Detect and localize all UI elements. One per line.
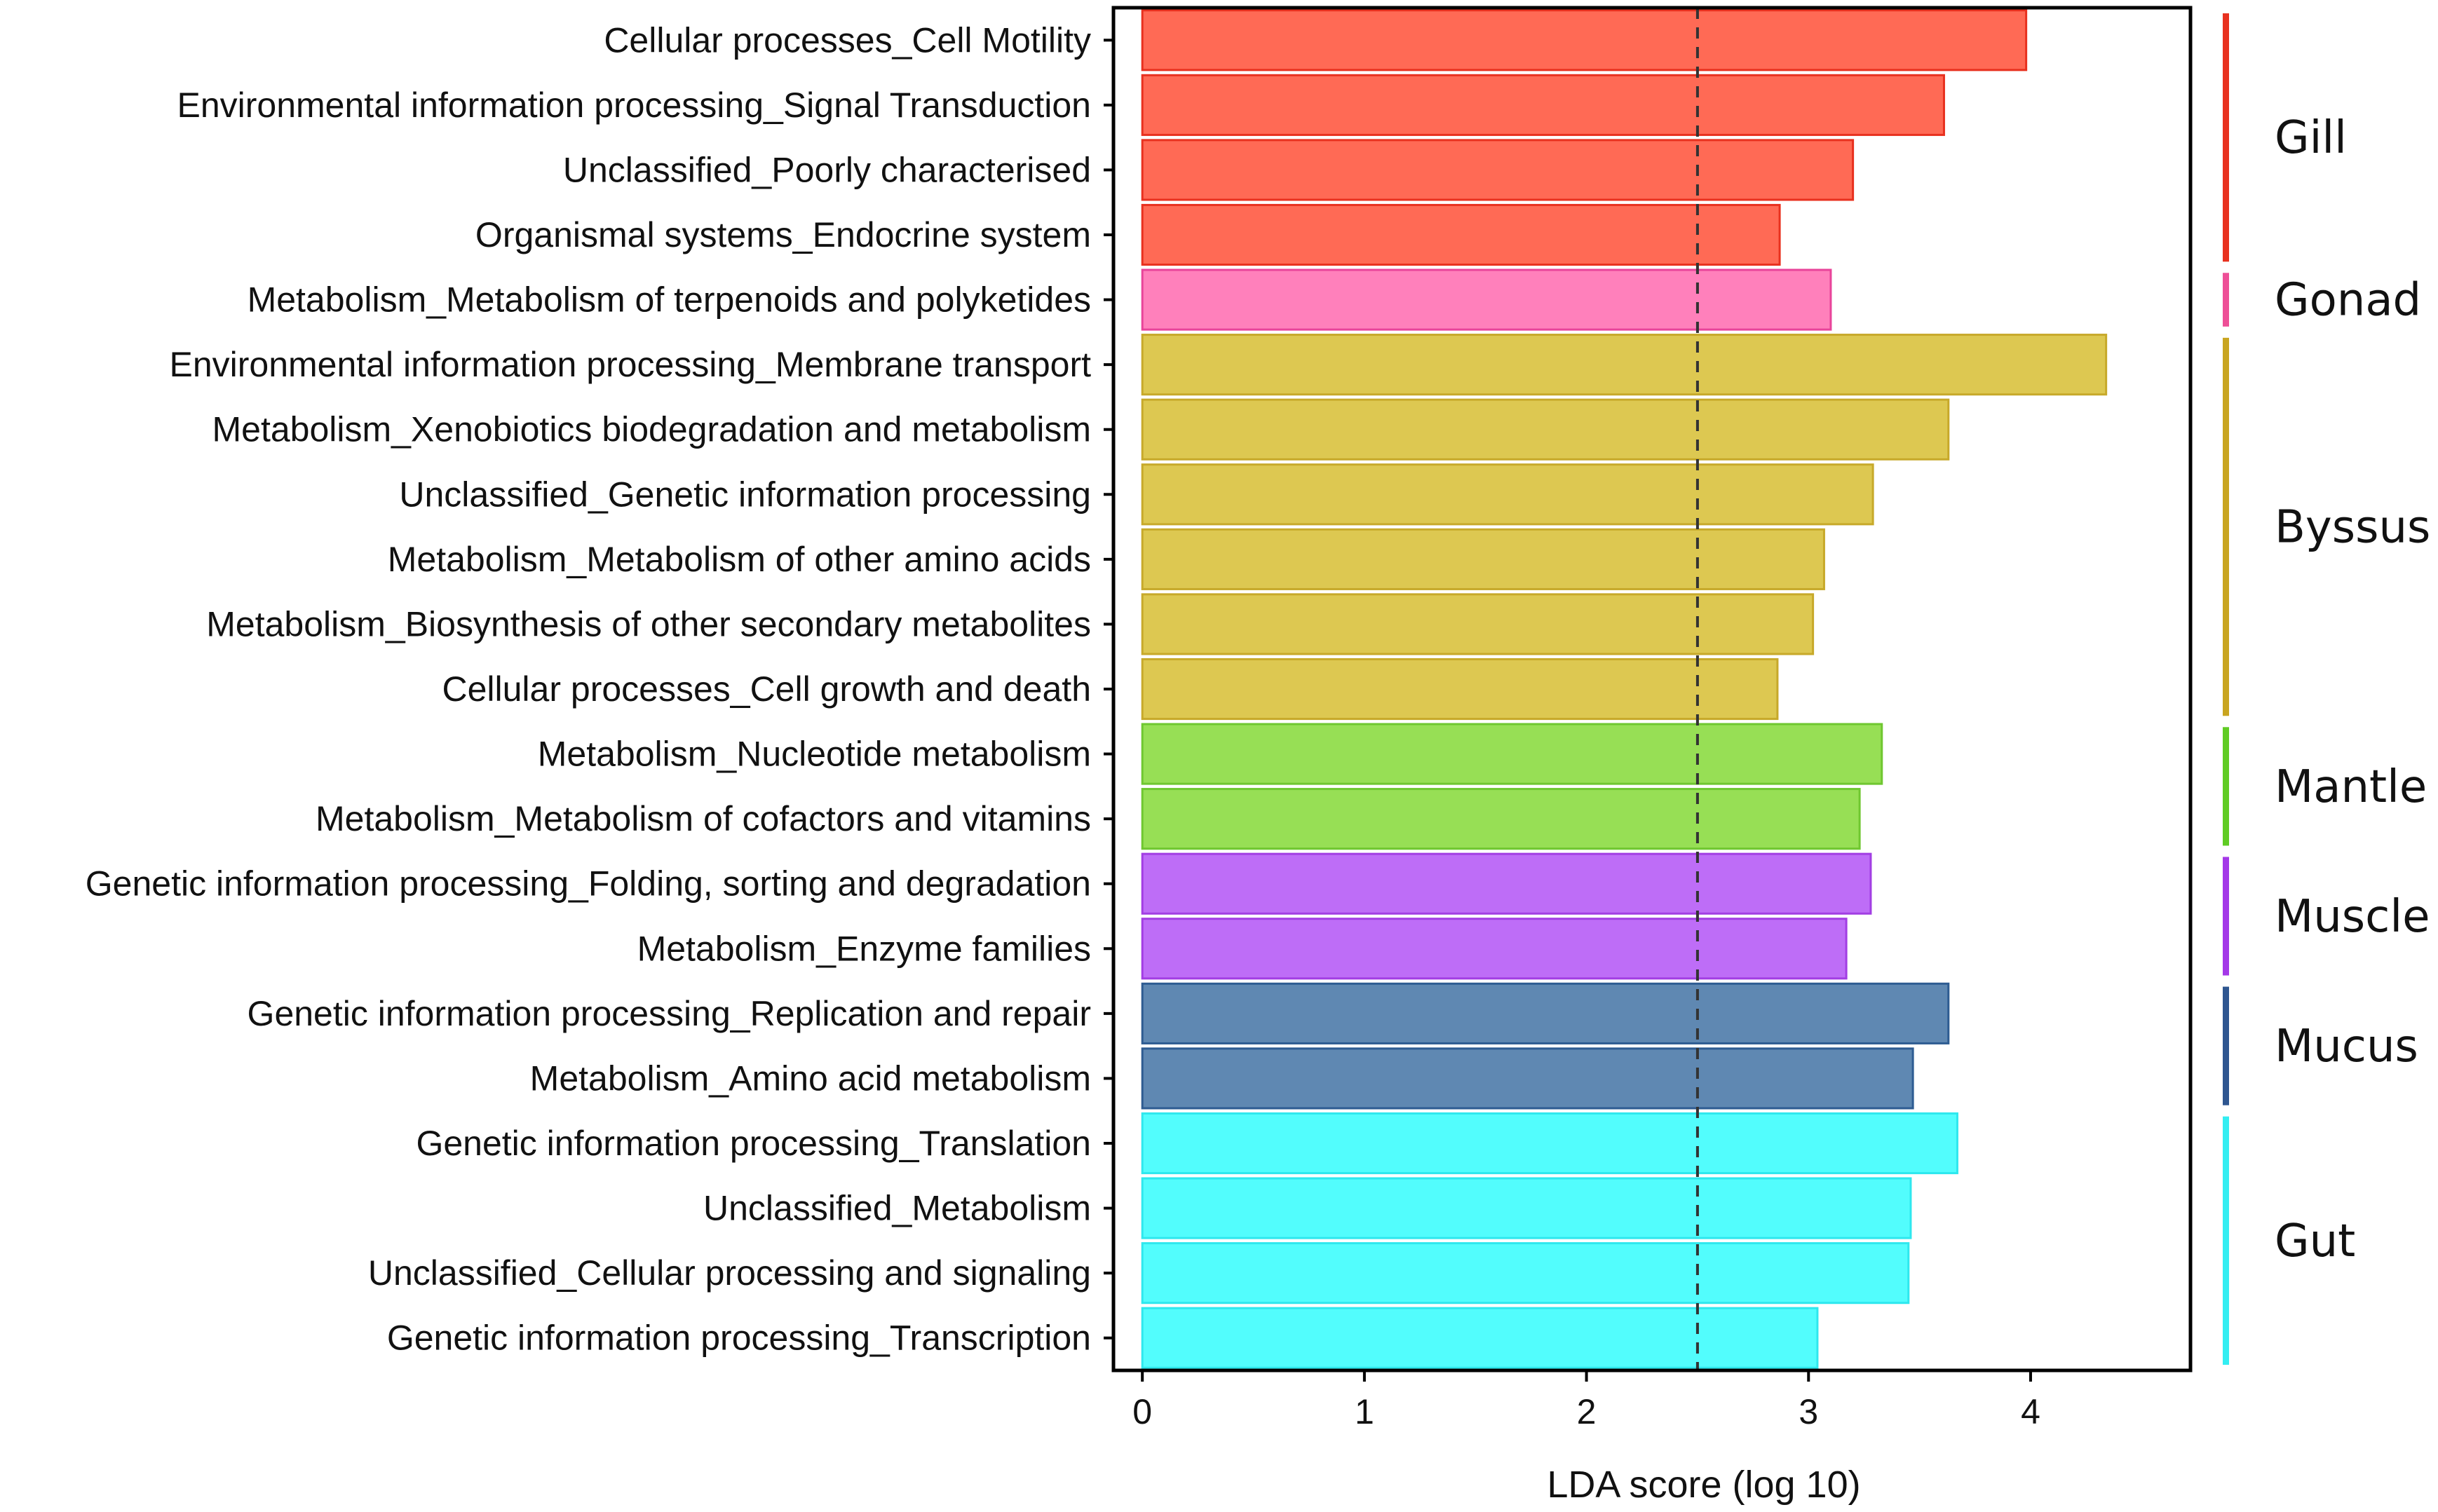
bar	[1141, 9, 2028, 71]
group-bar	[2223, 1116, 2229, 1365]
x-tick-label: 3	[1799, 1392, 1818, 1431]
bar	[1141, 398, 1950, 461]
category-label: Environmental information processing_Sig…	[177, 86, 1092, 125]
category-label: Metabolism_Nucleotide metabolism	[538, 735, 1091, 774]
group-label: Muscle	[2275, 891, 2430, 943]
category-label: Unclassified_Metabolism	[703, 1189, 1091, 1228]
y-axis: Cellular processes_Cell Motility Environm…	[86, 20, 1113, 1358]
category-label: Cellular processes_Cell growth and death	[442, 669, 1091, 709]
group-label: Mucus	[2275, 1021, 2418, 1072]
group-bar	[2223, 986, 2229, 1105]
category-label: Metabolism_Metabolism of other amino aci…	[388, 540, 1091, 579]
x-tick-label: 2	[1577, 1392, 1597, 1431]
bars-layer	[1141, 9, 2108, 1369]
category-label: Unclassified_Poorly characterised	[563, 150, 1091, 189]
category-label: Environmental information processing_Mem…	[169, 345, 1091, 384]
group-bar	[2223, 273, 2229, 327]
group-label: Gill	[2275, 112, 2347, 164]
category-label: Metabolism_Biosynthesis of other seconda…	[206, 604, 1091, 643]
category-label: Genetic information processing_Folding, …	[86, 864, 1091, 904]
bar	[1141, 1242, 1910, 1305]
bar	[1141, 528, 1825, 590]
bar	[1141, 1177, 1912, 1239]
category-label: Metabolism_Amino acid metabolism	[530, 1058, 1091, 1098]
bar	[1141, 74, 1945, 136]
x-tick-label: 4	[2021, 1392, 2040, 1431]
x-axis-title: LDA score (log 10)	[1547, 1464, 1860, 1506]
bar	[1141, 463, 1874, 526]
bar	[1141, 268, 1832, 331]
bar	[1141, 593, 1815, 655]
x-tick-label: 0	[1132, 1392, 1152, 1431]
x-axis: 0 1 2 3 4	[1132, 1370, 2040, 1431]
group-bar	[2223, 13, 2229, 262]
group-bar	[2223, 727, 2229, 846]
category-label: Unclassified_Genetic information process…	[399, 475, 1091, 514]
category-label: Genetic information processing_Transcrip…	[387, 1319, 1091, 1358]
category-label: Organismal systems_Endocrine system	[475, 215, 1091, 254]
group-bar	[2223, 337, 2229, 716]
bar	[1141, 1112, 1958, 1175]
category-label: Genetic information processing_Replicati…	[248, 994, 1091, 1033]
group-label: Mantle	[2275, 761, 2427, 813]
bar	[1141, 1047, 1914, 1110]
bar	[1141, 788, 1861, 850]
category-label: Cellular processes_Cell Motility	[604, 20, 1091, 60]
bar	[1141, 918, 1848, 980]
group-label: Byssus	[2275, 502, 2430, 554]
bar	[1141, 334, 2108, 396]
bar	[1141, 139, 1855, 201]
group-legend: Gill Gonad Byssus Mantle Muscle Mucus Gut	[2223, 13, 2430, 1365]
x-tick-label: 1	[1355, 1392, 1374, 1431]
group-label: Gut	[2275, 1215, 2355, 1267]
bar	[1141, 1307, 1819, 1369]
category-label: Metabolism_Xenobiotics biodegradation an…	[212, 410, 1091, 449]
bar	[1141, 982, 1950, 1044]
category-label: Metabolism_Metabolism of cofactors and v…	[316, 799, 1091, 838]
bar	[1141, 658, 1779, 721]
category-label: Metabolism_Enzyme families	[637, 929, 1091, 968]
category-label: Metabolism_Metabolism of terpenoids and …	[248, 280, 1091, 320]
group-bar	[2223, 857, 2229, 976]
bar	[1141, 723, 1883, 785]
group-label: Gonad	[2275, 275, 2421, 327]
category-label: Unclassified_Cellular processing and sig…	[368, 1253, 1091, 1293]
bar	[1141, 203, 1781, 266]
category-label: Genetic information processing_Translati…	[416, 1124, 1091, 1163]
bar	[1141, 852, 1872, 915]
